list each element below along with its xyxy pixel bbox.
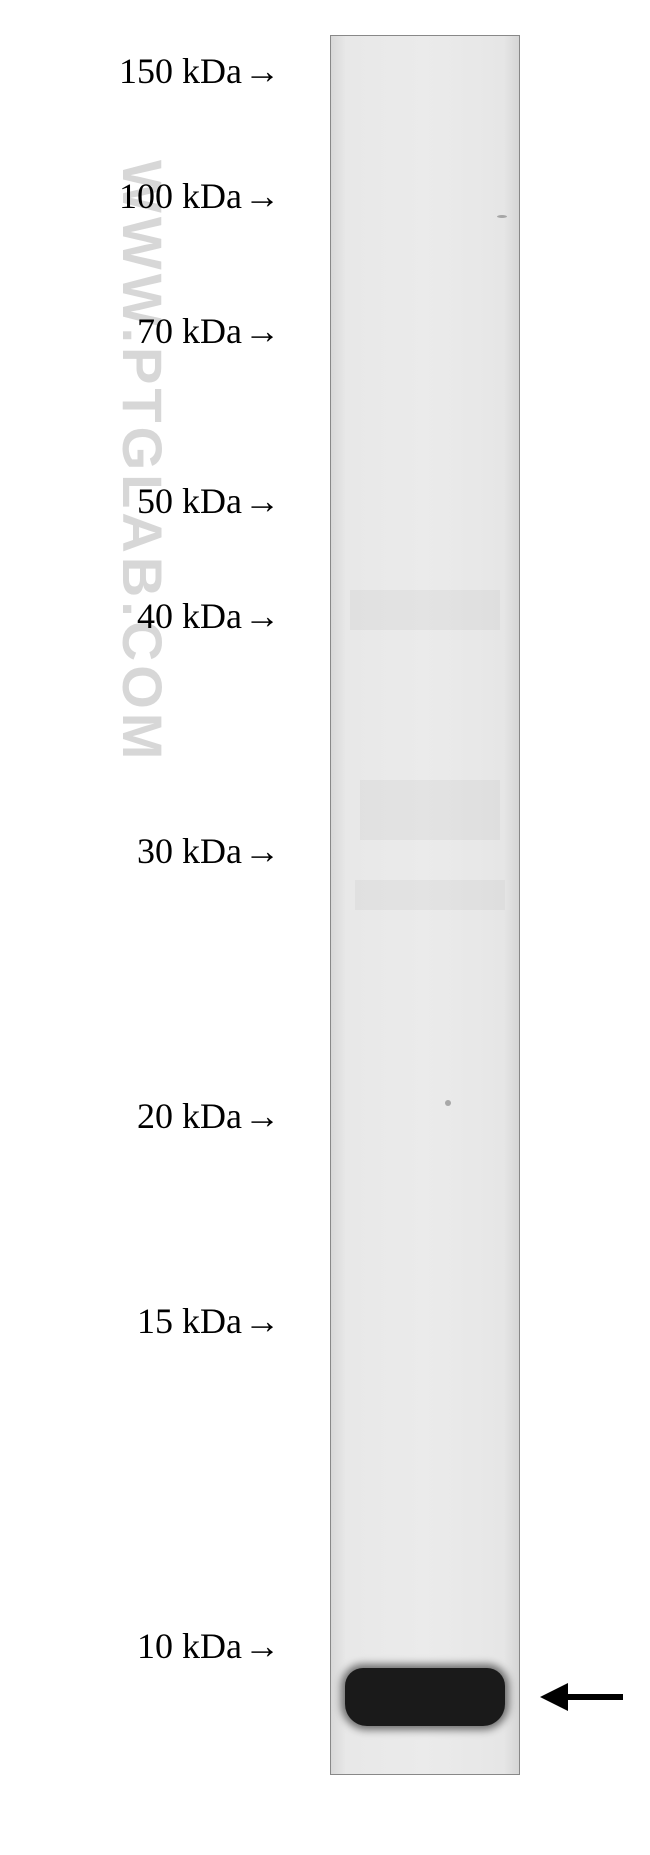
ladder-label: 100 kDa→ xyxy=(20,175,280,217)
faint-smear xyxy=(355,880,505,910)
ladder-label: 15 kDa→ xyxy=(20,1300,280,1342)
arrow-right-icon: → xyxy=(244,830,280,872)
arrow-right-icon: → xyxy=(244,50,280,92)
ladder-label: 50 kDa→ xyxy=(20,480,280,522)
faint-smear xyxy=(350,590,500,630)
ladder-label: 150 kDa→ xyxy=(20,50,280,92)
artifact xyxy=(497,215,507,218)
arrow-right-icon: → xyxy=(244,1625,280,1667)
ladder-label: 30 kDa→ xyxy=(20,830,280,872)
arrow-right-icon: → xyxy=(244,310,280,352)
blot-container: WWW.PTGLAB.COM 150 kDa→ 100 kDa→ 70 kDa→ 50… xyxy=(0,0,650,1855)
arrow-right-icon: → xyxy=(244,1095,280,1137)
arrow-head-icon xyxy=(540,1683,568,1711)
ladder-label: 20 kDa→ xyxy=(20,1095,280,1137)
arrow-line xyxy=(568,1694,623,1700)
ladder-label: 70 kDa→ xyxy=(20,310,280,352)
arrow-right-icon: → xyxy=(244,480,280,522)
protein-band xyxy=(345,1668,505,1726)
arrow-right-icon: → xyxy=(244,175,280,217)
ladder-label: 40 kDa→ xyxy=(20,595,280,637)
target-arrow xyxy=(540,1683,623,1711)
watermark-text: WWW.PTGLAB.COM xyxy=(110,160,175,763)
ladder-label: 10 kDa→ xyxy=(20,1625,280,1667)
arrow-right-icon: → xyxy=(244,1300,280,1342)
faint-smear xyxy=(360,780,500,840)
arrow-right-icon: → xyxy=(244,595,280,637)
artifact xyxy=(445,1100,451,1106)
